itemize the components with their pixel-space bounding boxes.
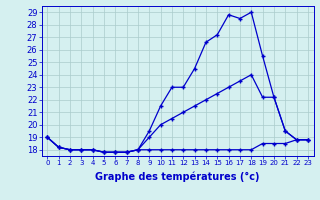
- X-axis label: Graphe des températures (°c): Graphe des températures (°c): [95, 172, 260, 182]
